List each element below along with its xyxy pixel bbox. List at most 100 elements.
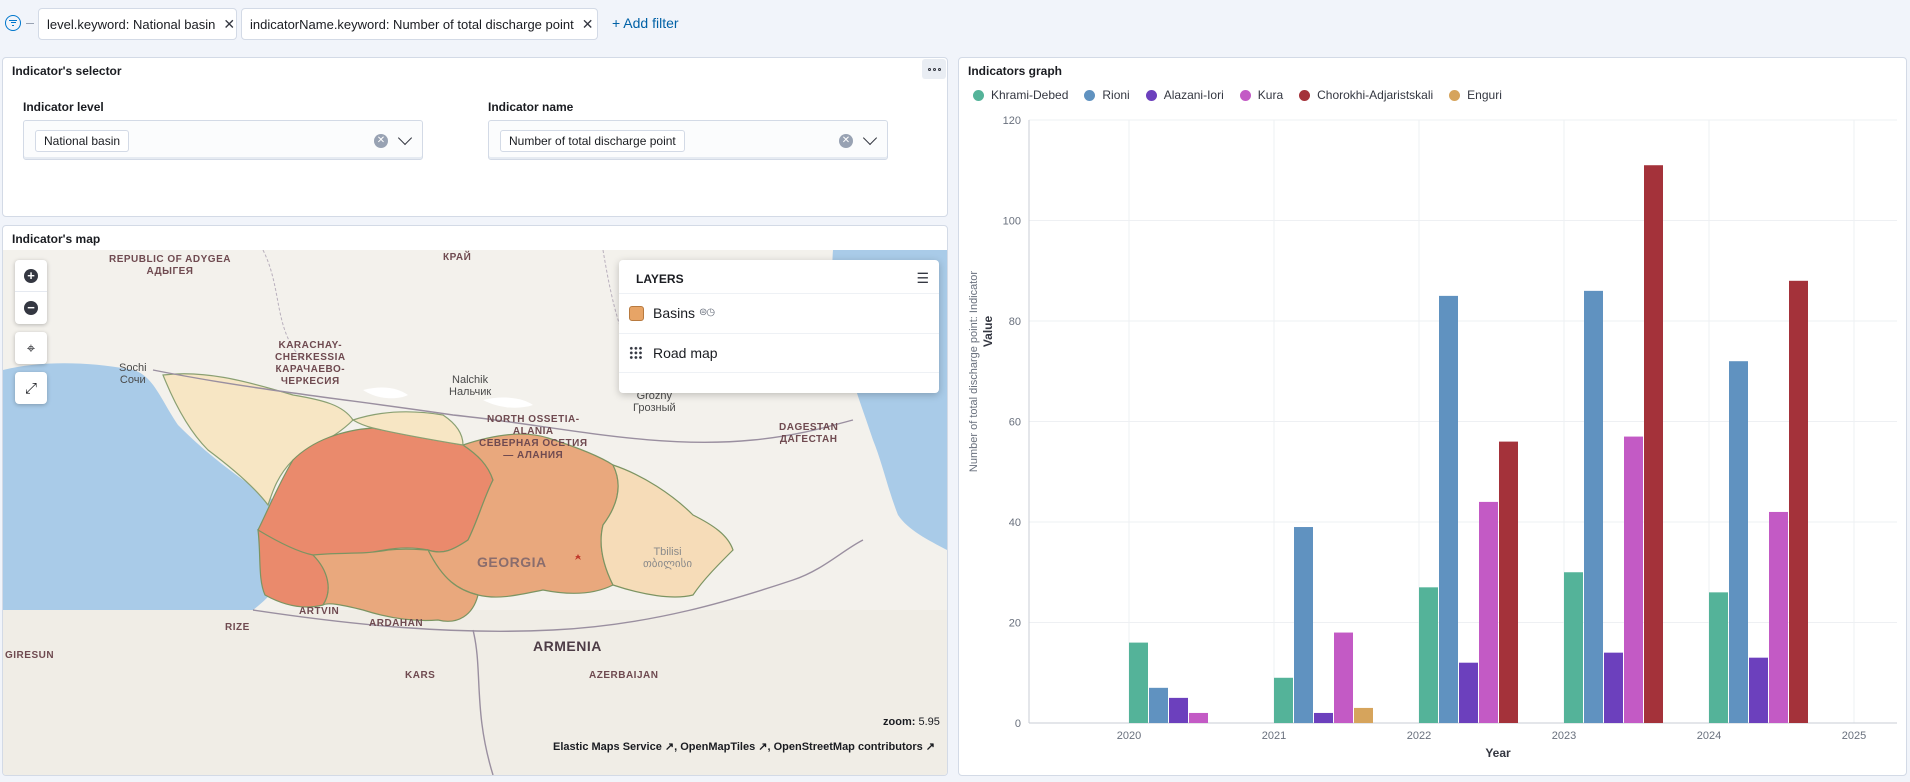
attribution-link[interactable]: OpenMapTiles: [680, 741, 756, 753]
attribution-link[interactable]: Elastic Maps Service: [553, 741, 662, 753]
chevron-down-icon[interactable]: [862, 130, 878, 146]
y-axis-subtitle: Number of total discharge point: Indicat…: [968, 271, 980, 473]
bar: [1334, 632, 1353, 723]
selected-option-chip: Number of total discharge point: [500, 130, 685, 152]
close-icon[interactable]: ✕: [223, 15, 236, 32]
map-label-artvin: ARTVIN: [299, 606, 340, 617]
fullscreen-button[interactable]: ⤢: [15, 372, 47, 404]
filter-separator: [26, 23, 34, 24]
set-view-button[interactable]: ⌖: [15, 332, 47, 364]
map-label-azerbaijan: AZERBAIJAN: [589, 670, 659, 681]
legend-item[interactable]: Enguri: [1449, 88, 1502, 102]
collapse-layers-icon[interactable]: ☰: [916, 270, 929, 286]
bar: [1439, 295, 1458, 723]
indicator-map-panel: Indicator's map: [2, 225, 948, 776]
bar: [1584, 290, 1603, 723]
attribution-link[interactable]: OpenStreetMap contributors: [773, 741, 923, 753]
panel-title: Indicator's selector: [12, 64, 122, 78]
layer-label: Basins: [653, 305, 696, 321]
legend-item[interactable]: Alazani-Iori: [1145, 88, 1224, 102]
bar: [1294, 527, 1313, 723]
legend-item[interactable]: Rioni: [1084, 88, 1130, 102]
zoom-in-button[interactable]: +: [15, 260, 47, 292]
indicators-graph-panel: 0 20 40 60 80 100 120 2020 2021 2022 2023 2024 2025 Y…: [958, 57, 1907, 776]
map-canvas[interactable]: REPUBLIC OF ADYGEA АДЫГЕЯ КРАЙ KARACHAY- C…: [3, 250, 947, 775]
basins-swatch-icon: [629, 306, 644, 321]
x-axis-title: Year: [1485, 746, 1511, 760]
crosshair-icon: ⌖: [26, 339, 36, 357]
minus-icon: −: [24, 301, 38, 315]
map-label-karachay: KARACHAY- CHERKESSIA КАРАЧАЕВО- ЧЕРКЕСИЯ: [275, 340, 346, 387]
bar: [1149, 687, 1168, 723]
clear-icon[interactable]: ✕: [374, 134, 388, 148]
x-tick-label: 2021: [1262, 730, 1286, 742]
map-attribution: Elastic Maps Service ↗, OpenMapTiles ↗, …: [553, 741, 936, 753]
bar-chart: 0 20 40 60 80 100 120 2020 2021 2022 2023 2024 2025 Y…: [968, 115, 1897, 760]
zoom-out-button[interactable]: −: [15, 292, 47, 324]
map-label-krai: КРАЙ: [443, 252, 472, 263]
x-tick-label: 2023: [1552, 730, 1576, 742]
x-tick-label: 2025: [1842, 730, 1866, 742]
bar: [1274, 677, 1293, 723]
map-label-rize: RIZE: [225, 622, 250, 633]
y-tick-label: 0: [1015, 718, 1021, 730]
map-label-grozny: Grozny Грозный: [633, 390, 676, 414]
y-axis-title: Value: [981, 316, 995, 348]
zoom-controls: + −: [15, 260, 47, 324]
add-filter-button[interactable]: + Add filter: [612, 15, 679, 31]
map-label-giresun: GIRESUN: [5, 650, 55, 661]
bar: [1129, 642, 1148, 723]
expand-icon: ⤢: [24, 379, 37, 397]
map-label-nalchik: Nalchik Нальчик: [449, 374, 492, 398]
bar: [1419, 587, 1438, 723]
close-icon[interactable]: ✕: [581, 15, 594, 32]
chevron-down-icon[interactable]: [397, 130, 413, 146]
legend-dot-icon: [1449, 89, 1461, 101]
bar: [1354, 707, 1373, 723]
indicator-level-combobox[interactable]: National basin ✕: [23, 120, 423, 160]
indicator-selector-panel: Indicator's selector Indicator level Nat…: [2, 57, 948, 217]
x-tick-label: 2024: [1697, 730, 1721, 742]
indicator-name-combobox[interactable]: Number of total discharge point ✕: [488, 120, 888, 160]
bar: [1459, 662, 1478, 723]
legend-item[interactable]: Chorokhi-Adjaristskali: [1299, 88, 1433, 102]
y-tick-label: 40: [1009, 517, 1021, 529]
legend-label: Enguri: [1467, 88, 1502, 102]
layers-panel: LAYERS ☰ Basins ⊜◷ Road map: [619, 260, 939, 393]
bar: [1604, 652, 1623, 723]
map-label-dagestan: DAGESTAN ДАГЕСТАН: [779, 422, 839, 445]
indicator-name-label: Indicator name: [488, 100, 574, 114]
y-tick-label: 80: [1009, 316, 1021, 328]
bar: [1749, 657, 1768, 723]
bar: [1499, 441, 1518, 723]
map-label-ardahan: ARDAHAN: [369, 618, 424, 629]
layer-row-basins[interactable]: Basins ⊜◷: [619, 293, 939, 333]
legend-item[interactable]: Kura: [1239, 88, 1283, 102]
map-label-kars: KARS: [405, 670, 436, 681]
layer-row-road-map[interactable]: Road map: [619, 333, 939, 373]
chart-legend: Khrami-Debed Rioni Alazani-Iori Kura Chorokh…: [973, 88, 1518, 102]
panel-title: Indicator's map: [12, 232, 101, 246]
bar: [1479, 501, 1498, 723]
bar: [1769, 511, 1788, 723]
y-tick-label: 120: [1003, 115, 1021, 127]
legend-dot-icon: [973, 89, 984, 101]
y-tick-label: 100: [1003, 216, 1021, 228]
legend-item[interactable]: Khrami-Debed: [973, 88, 1068, 102]
filter-menu-icon[interactable]: [5, 15, 21, 31]
map-label-tbilisi: Tbilisi თბილისი: [643, 546, 693, 570]
bar: [1314, 712, 1333, 723]
clear-icon[interactable]: ✕: [839, 134, 853, 148]
zoom-readout: zoom: 5.95: [883, 716, 940, 728]
bar: [1709, 592, 1728, 723]
x-tick-label: 2022: [1407, 730, 1431, 742]
bar: [1624, 436, 1643, 723]
y-tick-label: 20: [1009, 618, 1021, 630]
legend-dot-icon: [1084, 89, 1096, 101]
bar: [1189, 712, 1208, 723]
filter-pill-indicator-name[interactable]: indicatorName.keyword: Number of total d…: [241, 8, 598, 40]
bar: [1564, 572, 1583, 723]
map-label-adygea: REPUBLIC OF ADYGEA АДЫГЕЯ: [109, 254, 231, 277]
filter-pill-level[interactable]: level.keyword: National basin ✕: [38, 8, 237, 40]
panel-options-button[interactable]: [922, 59, 946, 79]
